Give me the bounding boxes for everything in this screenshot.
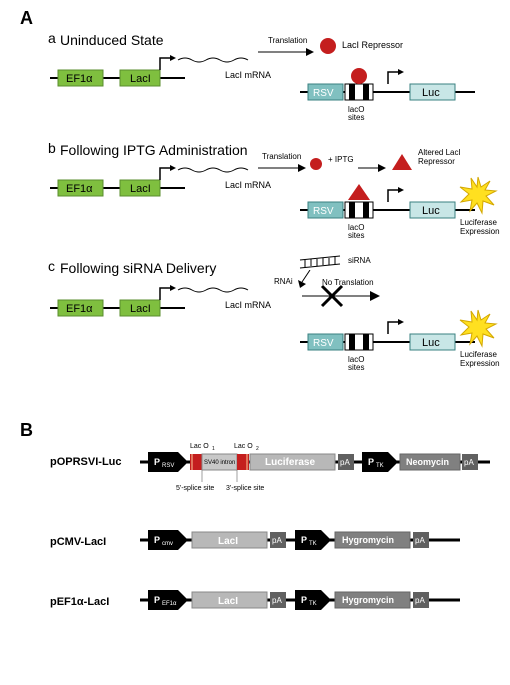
sub-b-triangle [390,152,414,172]
svg-text:TK: TK [309,601,317,607]
svg-text:pA: pA [272,536,282,545]
svg-text:Luc: Luc [422,337,440,349]
svg-text:pA: pA [415,596,425,605]
svg-text:Luc: Luc [422,87,440,99]
svg-text:pA: pA [272,596,282,605]
construct-3-diagram: P EF1α LacI pA P TK Hygromycin pA [140,580,490,620]
sub-c-x-arrow [302,284,382,308]
svg-text:sites: sites [348,363,364,372]
sub-a-title: Uninduced State [60,32,164,48]
svg-text:Neomycin: Neomycin [406,457,449,467]
sub-a-mrna-label: LacI mRNA [225,70,271,80]
sub-b-circle [308,156,324,172]
svg-text:EF1α: EF1α [66,73,93,85]
svg-text:Luciferase: Luciferase [265,457,315,468]
svg-text:Lac O: Lac O [190,443,209,450]
sub-a-repressor-label: LacI Repressor [342,40,403,50]
svg-text:Hygromycin: Hygromycin [342,535,394,545]
svg-text:LacI: LacI [130,73,151,85]
svg-text:EF1α: EF1α [162,601,177,607]
svg-text:RSV: RSV [313,206,334,217]
svg-text:Hygromycin: Hygromycin [342,595,394,605]
sub-b-iptg-label: + IPTG [328,155,354,164]
svg-text:pA: pA [415,536,425,545]
svg-text:1: 1 [212,446,215,452]
sub-c-expr-label: Luciferase Expression [460,350,500,368]
panel-a-label: A [20,8,33,29]
svg-text:LacI: LacI [130,303,151,315]
construct-3-name: pEF1α-LacI [50,596,109,608]
sub-b-title: Following IPTG Administration [60,142,248,158]
svg-text:RSV: RSV [162,463,174,469]
sub-b-trans-arrow [258,160,308,176]
svg-text:Lac O: Lac O [234,443,253,450]
svg-text:sites: sites [348,113,364,122]
svg-text:3'-splice site: 3'-splice site [226,485,264,492]
sub-b-star [458,175,498,215]
svg-text:LacI: LacI [130,183,151,195]
svg-text:P: P [301,595,307,605]
sub-a-repressor-circle [318,36,338,56]
svg-text:P: P [154,535,160,545]
svg-text:P: P [301,535,307,545]
svg-text:P: P [154,595,160,605]
svg-text:SV40 intron: SV40 intron [204,460,235,466]
svg-text:LacI: LacI [218,596,238,607]
svg-text:P: P [154,457,160,467]
sub-c-title: Following siRNA Delivery [60,260,216,276]
construct-2-diagram: P cmv LacI pA P TK Hygromycin pA [140,520,490,560]
svg-text:RSV: RSV [313,88,334,99]
sub-a-label: a [48,30,56,46]
sub-c-star [458,308,498,348]
sub-b-mrna-label: LacI mRNA [225,180,271,190]
sub-c-label: c [48,258,55,274]
sub-b-expr-label: Luciferase Expression [460,218,500,236]
svg-text:TK: TK [376,463,384,469]
sub-a-right-diagram: RSV Luc lacO sites [300,62,480,122]
sub-b-label: b [48,140,56,156]
svg-text:2: 2 [256,446,259,452]
sub-b-altered-label: Altered LacI Repressor [418,148,461,166]
svg-text:5'-splice site: 5'-splice site [176,485,214,492]
sub-a-trans-arrow [258,44,318,60]
sub-b-trans-label: Translation [262,152,301,161]
construct-1-diagram: P RSV SV40 intron Luciferase pA P TK Neo… [140,434,490,494]
sub-c-rnai-label: RNAi [274,277,293,286]
svg-text:sites: sites [348,231,364,240]
svg-text:EF1α: EF1α [66,303,93,315]
svg-text:RSV: RSV [313,338,334,349]
sub-c-sirna-label: siRNA [348,256,371,265]
svg-text:pA: pA [464,458,474,467]
sub-c-mrna-label: LacI mRNA [225,300,271,310]
svg-text:pA: pA [340,458,350,467]
sub-b-iptg-arrow [358,160,388,176]
construct-2-name: pCMV-LacI [50,536,106,548]
sub-a-trans-label: Translation [268,36,307,45]
svg-text:LacI: LacI [218,536,238,547]
construct-1-name: pOPRSVI-Luc [50,456,122,468]
svg-text:P: P [368,457,374,467]
svg-text:EF1α: EF1α [66,183,93,195]
svg-text:cmv: cmv [162,541,173,547]
svg-text:TK: TK [309,541,317,547]
svg-text:Luc: Luc [422,205,440,217]
panel-b-label: B [20,420,33,441]
